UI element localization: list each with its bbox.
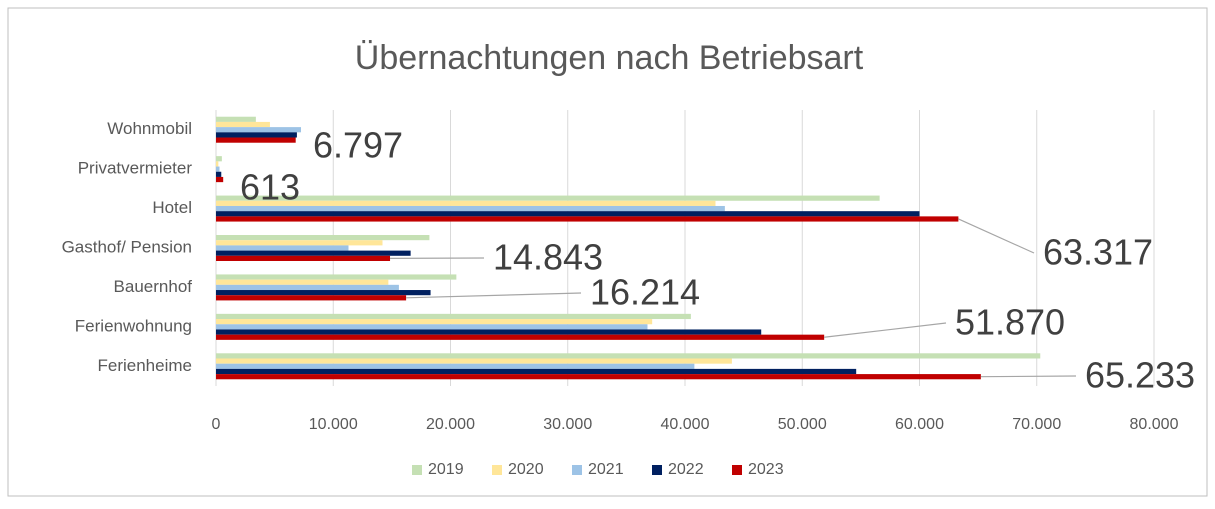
- bar: [216, 138, 296, 143]
- legend-label: 2023: [748, 461, 784, 478]
- bar: [216, 211, 920, 216]
- bar: [216, 177, 223, 182]
- bar: [216, 156, 222, 161]
- x-tick-label: 10.000: [309, 416, 358, 433]
- leader-line: [981, 376, 1076, 377]
- bar: [216, 374, 981, 379]
- legend-label: 2020: [508, 461, 544, 478]
- bar: [216, 167, 220, 172]
- bar: [216, 245, 348, 250]
- bar: [216, 256, 390, 261]
- x-tick-label: 30.000: [543, 416, 592, 433]
- x-tick-label: 50.000: [778, 416, 827, 433]
- bar: [216, 369, 856, 374]
- bar: [216, 132, 297, 137]
- bar: [216, 295, 406, 300]
- y-tick-label: Wohnmobil: [107, 119, 192, 138]
- bar: [216, 274, 456, 279]
- bar: [216, 364, 694, 369]
- legend-swatch: [652, 465, 662, 475]
- bar: [216, 117, 256, 122]
- bar: [216, 196, 880, 201]
- data-label: 51.870: [955, 302, 1065, 343]
- data-label: 6.797: [313, 125, 403, 166]
- y-tick-label: Bauernhof: [114, 277, 193, 296]
- legend-label: 2021: [588, 461, 624, 478]
- bar: [216, 127, 301, 132]
- bar: [216, 329, 761, 334]
- legend-label: 2022: [668, 461, 704, 478]
- data-label: 63.317: [1043, 232, 1153, 273]
- bar: [216, 358, 732, 363]
- chart-title: Übernachtungen nach Betriebsart: [355, 39, 864, 77]
- x-tick-label: 20.000: [426, 416, 475, 433]
- y-tick-label: Gasthof/ Pension: [62, 237, 192, 256]
- legend-label: 2019: [428, 461, 464, 478]
- bar: [216, 251, 411, 256]
- y-tick-label: Privatvermieter: [78, 159, 193, 178]
- bar: [216, 172, 221, 177]
- bar: [216, 324, 647, 329]
- bar: [216, 122, 270, 127]
- bar: [216, 290, 431, 295]
- y-tick-label: Hotel: [152, 198, 192, 217]
- legend-swatch: [732, 465, 742, 475]
- legend-swatch: [412, 465, 422, 475]
- data-label: 16.214: [590, 272, 700, 313]
- bar: [216, 240, 382, 245]
- bar: [216, 216, 958, 221]
- bar: [216, 314, 691, 319]
- bar: [216, 319, 652, 324]
- bar: [216, 235, 429, 240]
- bar: [216, 285, 399, 290]
- x-tick-label: 80.000: [1130, 416, 1179, 433]
- bar: [216, 280, 388, 285]
- bar: [216, 335, 824, 340]
- y-tick-label: Ferienheime: [98, 356, 193, 375]
- data-label: 14.843: [493, 237, 603, 278]
- x-tick-label: 40.000: [661, 416, 710, 433]
- y-tick-label: Ferienwohnung: [75, 316, 192, 335]
- bar: [216, 161, 218, 166]
- bar: [216, 353, 1040, 358]
- data-label: 65.233: [1085, 355, 1195, 396]
- legend-swatch: [492, 465, 502, 475]
- x-tick-label: 70.000: [1012, 416, 1061, 433]
- x-tick-label: 60.000: [895, 416, 944, 433]
- x-tick-label: 0: [212, 416, 221, 433]
- legend-swatch: [572, 465, 582, 475]
- data-label: 613: [240, 167, 300, 208]
